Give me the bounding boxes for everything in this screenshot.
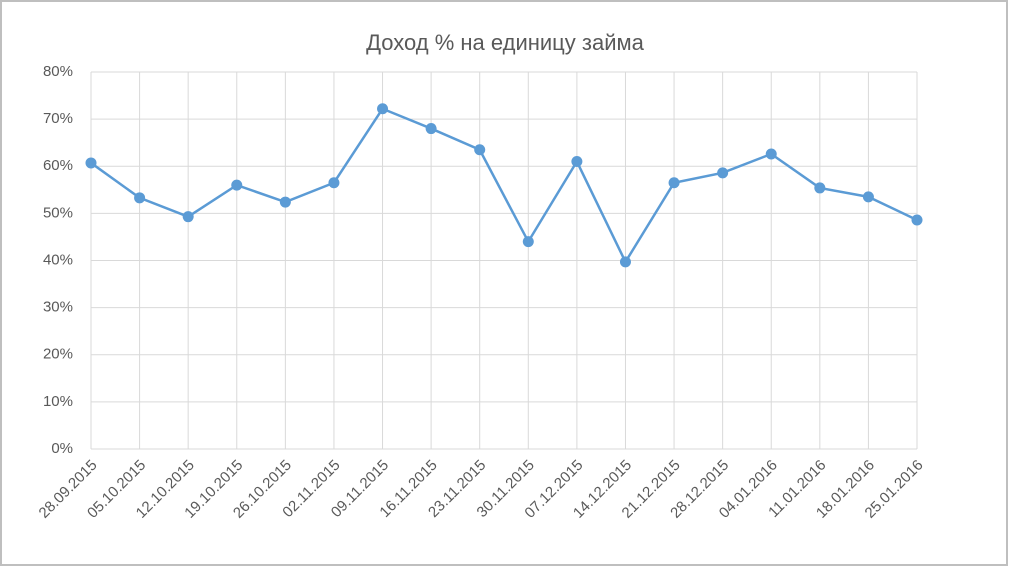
data-point xyxy=(668,177,680,189)
y-tick-label: 60% xyxy=(43,157,73,174)
y-tick-label: 10% xyxy=(43,393,73,410)
data-point xyxy=(328,177,340,189)
y-tick-label: 0% xyxy=(51,440,73,457)
y-tick-label: 70% xyxy=(43,110,73,127)
data-point xyxy=(765,148,777,160)
data-point xyxy=(377,103,389,115)
data-point xyxy=(522,236,534,248)
y-tick-label: 80% xyxy=(43,63,73,80)
data-point xyxy=(279,196,291,208)
chart-title: Доход % на единицу займа xyxy=(366,30,645,55)
data-point xyxy=(571,156,583,168)
data-point xyxy=(862,191,874,203)
y-tick-label: 20% xyxy=(43,346,73,363)
y-tick-label: 40% xyxy=(43,251,73,268)
data-point xyxy=(911,214,923,226)
data-point xyxy=(474,144,486,156)
data-point xyxy=(814,182,826,194)
data-point xyxy=(134,192,146,204)
data-point xyxy=(85,157,97,169)
data-point xyxy=(182,211,194,223)
data-point xyxy=(619,256,631,268)
data-point xyxy=(425,123,437,135)
data-point xyxy=(717,167,729,179)
y-tick-label: 50% xyxy=(43,204,73,221)
data-point xyxy=(231,179,243,191)
y-tick-label: 30% xyxy=(43,299,73,316)
data-line xyxy=(90,107,918,265)
